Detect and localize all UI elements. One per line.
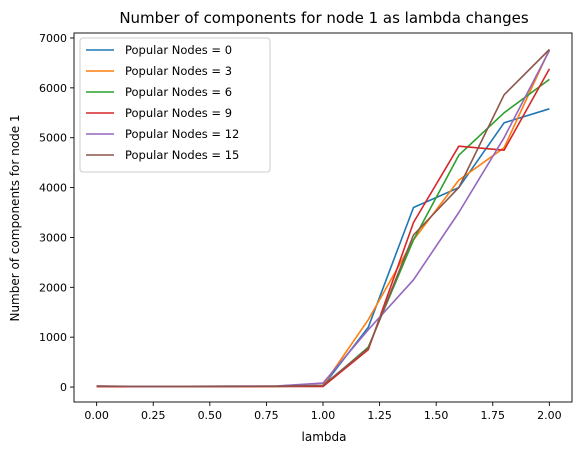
legend-label: Popular Nodes = 3 <box>125 64 232 78</box>
y-tick-label: 4000 <box>39 182 67 195</box>
x-tick-label: 0.50 <box>198 409 223 422</box>
legend: Popular Nodes = 0 Popular Nodes = 3 Popula… <box>79 37 271 173</box>
x-tick-label: 2.00 <box>537 409 562 422</box>
x-tick-label: 0.75 <box>254 409 279 422</box>
series-lines <box>96 48 551 388</box>
x-axis-label: lambda <box>302 430 347 444</box>
x-tick-label: 1.50 <box>424 409 449 422</box>
legend-label: Popular Nodes = 6 <box>125 85 232 99</box>
legend-label: Popular Nodes = 12 <box>125 127 239 141</box>
x-tick-label: 1.25 <box>367 409 392 422</box>
y-tick-label: 2000 <box>39 281 67 294</box>
x-tick-label: 1.75 <box>481 409 506 422</box>
y-tick-label: 3000 <box>39 231 67 244</box>
legend-label: Popular Nodes = 15 <box>125 148 239 162</box>
y-tick-label: 1000 <box>39 331 67 344</box>
y-tick-label: 0 <box>60 381 67 394</box>
series-line-5 <box>96 48 550 388</box>
x-tick-label: 0.25 <box>141 409 166 422</box>
chart-title: Number of components for node 1 as lambd… <box>119 9 529 27</box>
x-tick-label: 0.00 <box>84 409 109 422</box>
legend-label: Popular Nodes = 9 <box>125 106 232 120</box>
legend-label: Popular Nodes = 0 <box>125 43 232 57</box>
legend-box <box>79 37 271 173</box>
y-tick-label: 5000 <box>39 132 67 145</box>
x-axis-ticks: 0.00 0.25 0.50 0.75 1.00 1.25 1.50 1.75 2.00 <box>84 402 562 422</box>
y-tick-label: 7000 <box>39 32 67 45</box>
y-axis-ticks: 0 1000 2000 3000 4000 5000 6000 7000 <box>39 32 74 394</box>
y-axis-label: Number of components for node 1 <box>8 114 22 321</box>
x-tick-label: 1.00 <box>311 409 336 422</box>
y-tick-label: 6000 <box>39 82 67 95</box>
